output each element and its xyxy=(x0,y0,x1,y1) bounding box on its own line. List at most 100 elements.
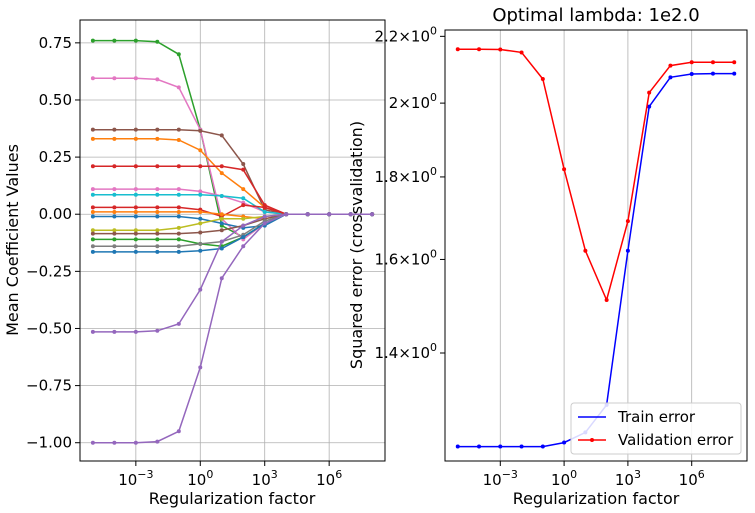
data-point xyxy=(90,249,95,254)
data-point xyxy=(198,216,203,221)
data-point xyxy=(155,187,160,192)
data-point xyxy=(583,248,588,253)
data-point xyxy=(219,193,224,198)
y-ticks: 1.4×100 1.6×100 1.8×100 2×100 2.2×100 xyxy=(374,24,445,362)
data-point xyxy=(498,444,503,449)
data-point xyxy=(176,231,181,236)
x-axis-label: Regularization factor xyxy=(149,489,316,508)
y-tick-label: −0.50 xyxy=(26,319,72,337)
data-point xyxy=(241,167,246,172)
data-point xyxy=(198,230,203,235)
data-point xyxy=(198,241,203,246)
data-point xyxy=(112,205,117,210)
data-point xyxy=(133,329,138,334)
data-point xyxy=(155,231,160,236)
data-point xyxy=(133,192,138,197)
data-point xyxy=(562,440,567,445)
data-point xyxy=(155,228,160,233)
data-point xyxy=(262,205,267,210)
data-point xyxy=(90,136,95,141)
series-line-16 xyxy=(92,213,373,444)
data-point xyxy=(241,244,246,249)
data-point xyxy=(219,221,224,226)
data-point xyxy=(176,244,181,249)
y-ticks: −1.00 −0.75 −0.50 −0.25 0.00 0.25 0.50 0.75 xyxy=(26,34,80,452)
grid xyxy=(80,20,385,461)
x-tick-label: 10−3 xyxy=(483,468,518,489)
data-point xyxy=(112,329,117,334)
data-point xyxy=(155,136,160,141)
data-point xyxy=(176,205,181,210)
data-point xyxy=(90,244,95,249)
data-point xyxy=(112,38,117,43)
data-point xyxy=(155,205,160,210)
data-point xyxy=(477,47,482,52)
y-tick-label: 0.75 xyxy=(39,34,72,52)
data-point xyxy=(133,127,138,132)
data-point xyxy=(133,231,138,236)
legend-label-train: Train error xyxy=(617,408,696,426)
data-point xyxy=(133,237,138,242)
legend-box xyxy=(570,402,742,455)
legend: Train error Validation error xyxy=(570,402,742,455)
data-point xyxy=(133,205,138,210)
data-point xyxy=(219,171,224,176)
data-point xyxy=(284,212,289,217)
y-tick-label: 0.50 xyxy=(39,91,72,109)
data-point xyxy=(176,214,181,219)
series-lines xyxy=(455,47,737,449)
data-point xyxy=(604,298,609,303)
y-axis-label: Squared error (crossvalidation) xyxy=(347,121,366,369)
data-point xyxy=(198,128,203,133)
data-point xyxy=(668,63,673,68)
data-point xyxy=(133,187,138,192)
data-point xyxy=(348,212,353,217)
y-tick-label: 0.25 xyxy=(39,148,72,166)
legend-marker-validation xyxy=(590,438,594,442)
data-point xyxy=(241,223,246,228)
data-point xyxy=(241,203,246,208)
data-point xyxy=(155,328,160,333)
data-point xyxy=(262,214,267,219)
x-tick-label: 100 xyxy=(551,468,577,489)
data-point xyxy=(710,60,715,65)
data-point xyxy=(90,237,95,242)
y-tick-label: 1.4×100 xyxy=(374,341,437,362)
data-point xyxy=(176,321,181,326)
data-point xyxy=(133,164,138,169)
data-point xyxy=(90,214,95,219)
data-point xyxy=(133,209,138,214)
data-point xyxy=(90,228,95,233)
data-point xyxy=(241,235,246,240)
x-tick-label: 106 xyxy=(316,468,342,489)
y-tick-label: 0.00 xyxy=(39,205,72,223)
data-point xyxy=(90,127,95,132)
series-line-1 xyxy=(457,48,735,303)
plot-title: Optimal lambda: 1e2.0 xyxy=(492,5,699,26)
data-point xyxy=(112,249,117,254)
data-point xyxy=(90,231,95,236)
y-tick-label: −0.25 xyxy=(26,262,72,280)
data-point xyxy=(112,136,117,141)
data-point xyxy=(112,214,117,219)
data-point xyxy=(241,161,246,166)
x-ticks: 10−3 100 103 106 xyxy=(483,461,705,489)
data-point xyxy=(176,187,181,192)
data-point xyxy=(112,76,117,81)
data-point xyxy=(155,39,160,44)
data-point xyxy=(133,440,138,445)
x-tick-label: 10−3 xyxy=(118,468,153,489)
data-point xyxy=(133,244,138,249)
data-point xyxy=(198,189,203,194)
x-tick-label: 106 xyxy=(679,468,705,489)
data-point xyxy=(176,249,181,254)
x-ticks: 10−3 100 103 106 xyxy=(118,461,342,489)
data-point xyxy=(133,249,138,254)
data-point xyxy=(90,187,95,192)
data-point xyxy=(262,209,267,214)
data-point xyxy=(732,60,737,65)
coefficient-path-plot: 10−3 100 103 106 −1.00 −0.75 −0.50 −0.25 0.00 0.… xyxy=(3,19,386,508)
data-point xyxy=(133,76,138,81)
data-point xyxy=(90,329,95,334)
series-line-2 xyxy=(92,128,373,215)
